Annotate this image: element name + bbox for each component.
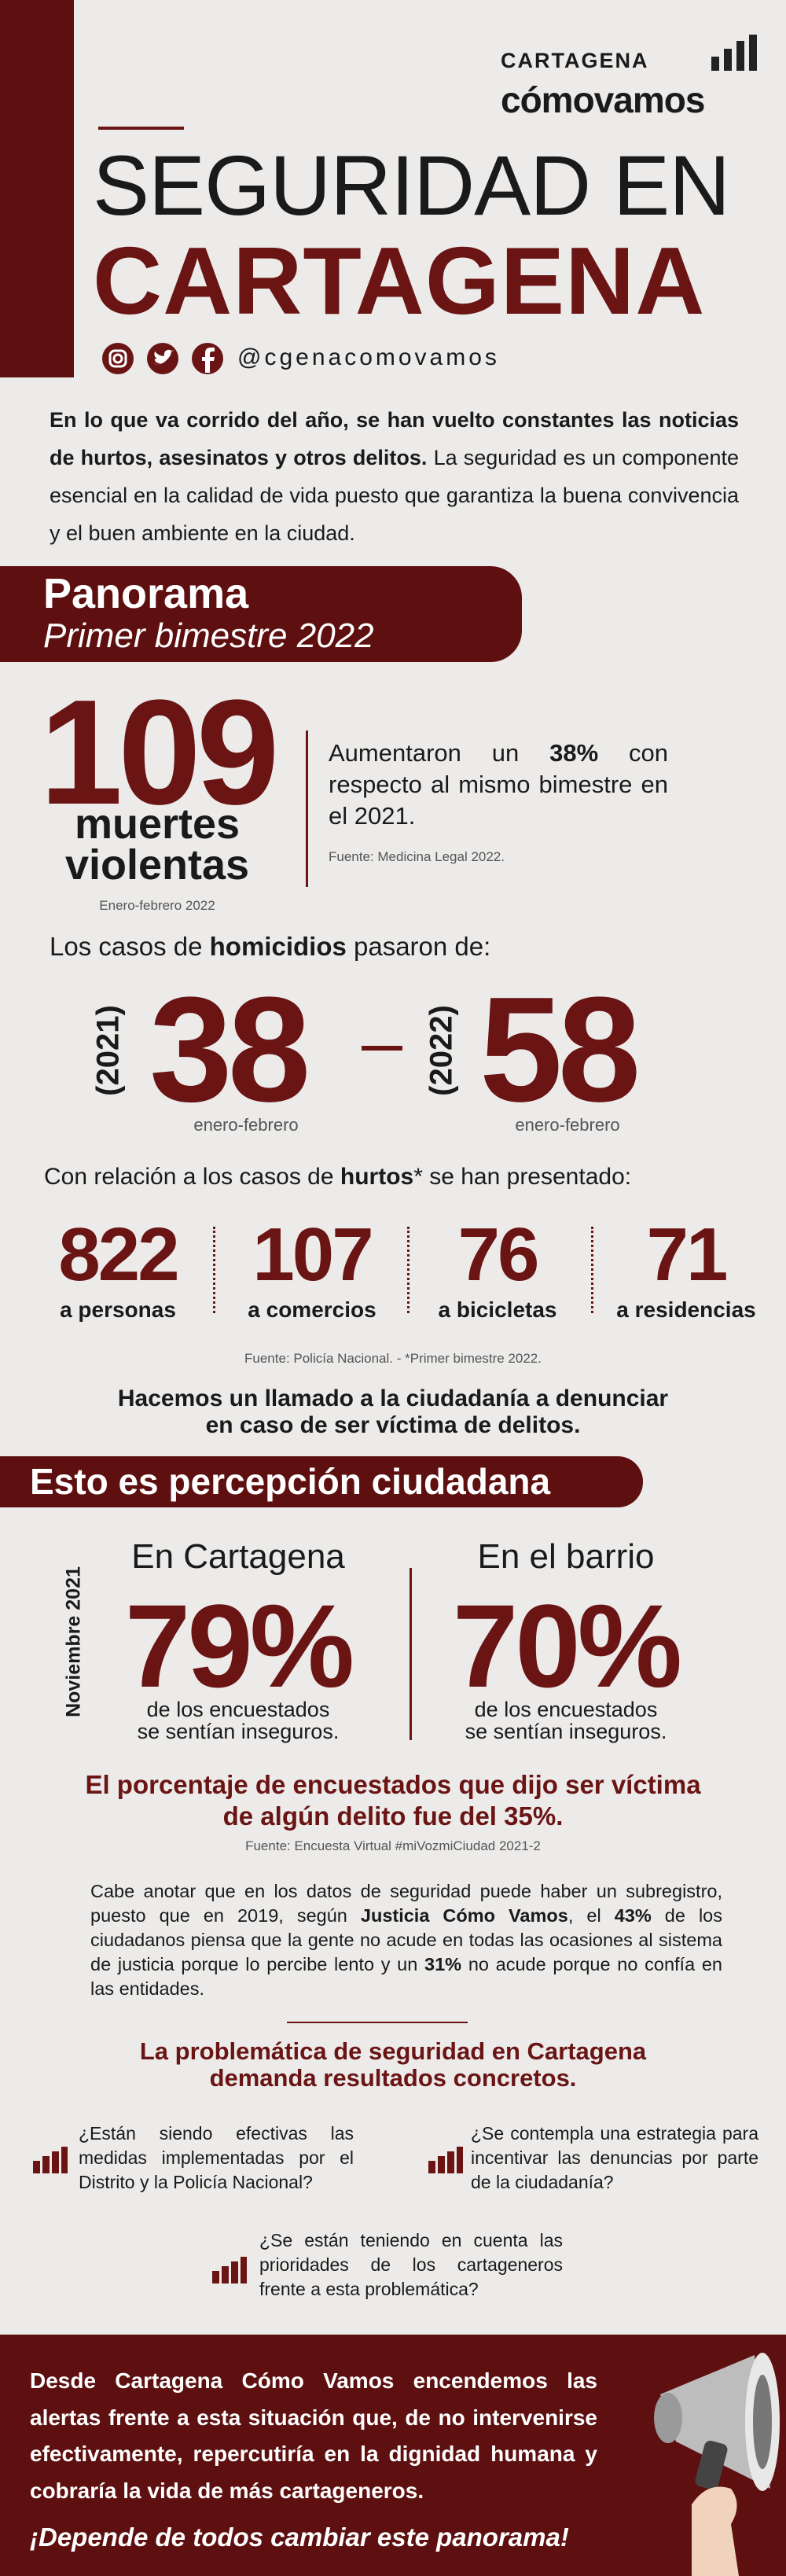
theft-label: a bicicletas [438,1297,557,1322]
panorama-subtitle: Primer bimestre 2022 [43,616,374,655]
hom-year: (2021) [90,1005,126,1096]
call-line: Hacemos un llamado a la ciudadanía a den… [117,1386,669,1411]
call: Hacemos un llamado a la ciudadanía a den… [0,1386,786,1439]
homicides-intro: Los casos de homicidios pasaron de: [50,932,490,962]
hom-highlight: homicidios [209,932,347,961]
intro-bold: En lo que va corrido del año, se han vue… [50,408,739,469]
title-line2: CARTAGENA [93,227,706,334]
deaths-label-2: violentas [64,841,250,889]
caption-line: se sentían inseguros. [137,1720,340,1743]
thefts-separator [407,1227,410,1313]
hom-dash [362,1046,402,1051]
title-line1: SEGURIDAD EN [93,138,730,233]
deaths-note: Aumentaron un 38% con respecto al mismo … [329,738,668,832]
victim-line: El porcentaje de encuestados que dijo se… [85,1770,701,1799]
deaths-source: Fuente: Medicina Legal 2022. [329,849,505,864]
perception-place: En Cartagena [131,1537,345,1576]
paragraph-text: Cabe anotar que en los datos de segurida… [90,1881,722,1926]
call-line: en caso de ser víctima de delitos. [205,1412,581,1438]
hom-before: Los casos de [50,932,203,961]
deaths-period: Enero-febrero 2022 [99,898,215,913]
theft-value: 822 [58,1213,179,1297]
hom-period: enero-febrero [193,1115,299,1135]
footer [0,2335,786,2576]
title-rule [98,127,184,130]
section-rule [287,2022,468,2023]
intro-paragraph: En lo que va corrido del año, se han vue… [50,401,739,552]
panorama-title: Panorama [43,570,249,617]
paragraph-text: , el [567,1905,601,1926]
theft-label: a residencias [616,1297,756,1322]
victim-source: Fuente: Encuesta Virtual #miVozmiCiudad … [245,1838,541,1853]
hom-year: (2022) [424,1005,459,1096]
question-icon [33,2147,68,2173]
deaths-divider [306,730,308,887]
paragraph-text: de los ciudadanos piensa que la gente no… [90,1905,722,1974]
caption-line: de los encuestados [146,1698,330,1721]
theft-label: a personas [60,1297,176,1322]
intro-text: La seguridad es un componente esencial e… [50,446,739,545]
social-handle: @cgenacomovamos [237,344,500,370]
theft-highlight: hurtos [340,1164,414,1190]
demands-line: demanda resultados concretos. [209,2064,577,2092]
question-icon [212,2257,247,2283]
hom-value: 58 [479,966,641,1133]
question: ¿Se contempla una estrategia para incent… [471,2123,758,2192]
side-bar [0,0,74,377]
perception-paragraph: Cabe anotar que en los datos de segurida… [90,1879,722,2001]
theft-value: 107 [252,1213,373,1297]
theft-value: 76 [457,1213,540,1297]
theft-after: * se han presentado: [413,1164,632,1190]
paragraph-bold: 31% [424,1954,462,1974]
social-icons [102,343,223,374]
hom-after: pasaron de: [354,932,491,961]
panorama-banner [0,566,522,662]
perception-caption: de los encuestados se sentían inseguros. [409,1698,723,1742]
perception-value: 79% [124,1580,354,1712]
thefts-source: Fuente: Policía Nacional. - *Primer bime… [244,1351,542,1366]
victim-line: de algún delito fue del 35%. [222,1801,564,1831]
logo-icon [711,35,757,71]
paragraph-bold: Justicia Cómo Vamos [360,1905,568,1926]
footer-slogan: ¡Depende de todos cambiar este panorama! [30,2523,569,2552]
question: ¿Se están teniendo en cuenta las priorid… [259,2230,563,2299]
theft-label: a comercios [248,1297,376,1322]
perception-banner [0,1456,643,1507]
perception-place: En el barrio [477,1537,655,1576]
perception-divider [410,1568,412,1740]
demands-line: La problemática de seguridad en Cartagen… [139,2037,647,2065]
note-before: Aumentaron un [329,739,520,767]
paragraph-text: no acude porque no confía en las entidad… [90,1954,722,1999]
thefts-intro: Con relación a los casos de hurtos* se h… [44,1164,631,1190]
megaphone [654,2353,780,2576]
demands-title: La problemática de seguridad en Cartagen… [0,2038,786,2092]
thefts-separator [213,1227,215,1313]
perception-value: 70% [452,1580,682,1712]
logo-top: CARTAGENA [501,49,649,72]
note-after: con respecto al mismo bimestre en el 202… [329,739,668,830]
deaths-label-1: muertes [74,800,241,848]
caption-line: se sentían inseguros. [465,1720,667,1743]
perception-title: Esto es percepción ciudadana [30,1461,551,1502]
theft-before: Con relación a los casos de [44,1164,334,1190]
question-icon [428,2147,463,2173]
theft-value: 71 [646,1213,729,1297]
thefts-separator [591,1227,593,1313]
perception-caption: de los encuestados se sentían inseguros. [81,1698,395,1742]
question: ¿Están siendo efectivas las medidas impl… [79,2123,354,2192]
logo-bottom: cómovamos [501,79,705,120]
deaths-value: 109 [39,669,279,836]
hom-period: enero-febrero [515,1115,620,1135]
deaths-label: muertes violentas [31,800,283,889]
caption-line: de los encuestados [474,1698,658,1721]
paragraph-bold: 43% [614,1905,652,1926]
footer-text: Desde Cartagena Cómo Vamos encendemos la… [30,2368,597,2503]
note-highlight: 38% [549,739,599,767]
victim-note: El porcentaje de encuestados que dijo se… [0,1769,786,1832]
hom-value: 38 [149,966,310,1133]
